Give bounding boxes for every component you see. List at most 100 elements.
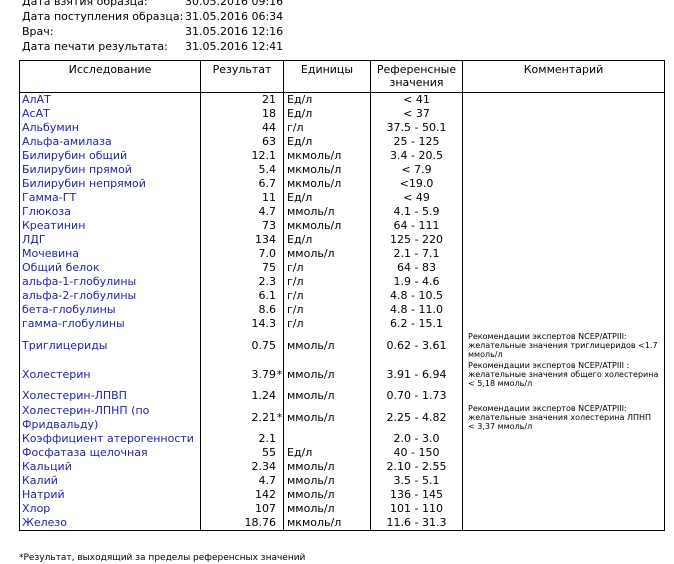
result-value: 6.1 <box>258 289 277 302</box>
result-value: 2.34 <box>251 460 277 473</box>
result-value: 7.0 <box>258 247 277 260</box>
reference: <19.0 <box>370 177 463 191</box>
reference: < 7.9 <box>370 163 463 177</box>
result-value: 5.4 <box>258 163 277 176</box>
result-value: 2.1 <box>258 432 277 445</box>
field-value: 31.05.2016 12:41 <box>185 40 284 53</box>
result-cell: 7.0 <box>200 247 284 261</box>
reference: 125 - 220 <box>370 233 463 247</box>
reference: 40 - 150 <box>370 446 463 460</box>
result-cell: 142 <box>200 488 284 502</box>
result-value: 6.7 <box>258 177 277 190</box>
units: Ед/л <box>283 92 371 107</box>
column-header: Референсные значения <box>370 60 463 93</box>
result-value: 4.7 <box>258 205 277 218</box>
reference: < 41 <box>370 92 463 107</box>
test-name: ЛДГ <box>19 233 201 247</box>
comment <box>462 516 665 531</box>
comment: Рекомендации экспертов NCEP/ATPIII: жела… <box>462 331 665 360</box>
result-cell: 12.1 <box>200 149 284 163</box>
result-row: Холестерин-ЛПВП 1.24 ммоль/л 0.70 - 1.73 <box>19 389 665 403</box>
reference: 25 - 125 <box>370 135 463 149</box>
header-row: Исследование Результат Единицы Референсные … <box>19 60 665 93</box>
units: ммоль/л <box>283 474 371 488</box>
comment <box>462 460 665 474</box>
units: Ед/л <box>283 135 371 149</box>
result-value: 0.75 <box>251 338 277 352</box>
reference: < 49 <box>370 191 463 205</box>
field-value: 31.05.2016 06:34 <box>185 10 284 23</box>
result-value: 14.3 <box>251 317 277 330</box>
test-name: Хлор <box>19 502 201 516</box>
test-name: Общий белок <box>19 261 201 275</box>
units: мкмоль/л <box>283 163 371 177</box>
units: ммоль/л <box>283 360 371 389</box>
result-value: 44 <box>262 121 276 134</box>
reference: 1.9 - 4.6 <box>370 275 463 289</box>
units: ммоль/л <box>283 205 371 219</box>
result-row: Креатинин 73 мкмоль/л 64 - 111 <box>19 219 665 233</box>
header-field: Дата взятия образца: 30.05.2016 09:16 <box>22 0 322 9</box>
result-value: 142 <box>255 488 276 501</box>
result-row: Мочевина 7.0 ммоль/л 2.1 - 7.1 <box>19 247 665 261</box>
units: ммоль/л <box>283 331 371 360</box>
result-row: Глюкоза 4.7 ммоль/л 4.1 - 5.9 <box>19 205 665 219</box>
field-label: Дата поступления образца: <box>22 10 184 23</box>
reference: 2.0 - 3.0 <box>370 432 463 446</box>
reference: < 37 <box>370 107 463 121</box>
header-field: Дата печати результата: 31.05.2016 12:41 <box>22 39 322 54</box>
test-name: Гамма-ГТ <box>19 191 201 205</box>
reference: 37.5 - 50.1 <box>370 121 463 135</box>
result-row: бета-глобулины 8.6 г/л 4.8 - 11.0 <box>19 303 665 317</box>
units: Ед/л <box>283 191 371 205</box>
units: мкмоль/л <box>283 149 371 163</box>
reference: 101 - 110 <box>370 502 463 516</box>
result-row: Общий белок 75 г/л 64 - 83 <box>19 261 665 275</box>
result-value: 2.21 <box>251 410 277 424</box>
comment <box>462 149 665 163</box>
test-name: Билирубин общий <box>19 149 201 163</box>
comment <box>462 191 665 205</box>
field-label: Дата печати результата: <box>22 40 168 53</box>
result-cell: 63 <box>200 135 284 149</box>
comment <box>462 488 665 502</box>
result-row: Коэффициент атерогенности 2.1 2.0 - 3.0 <box>19 432 665 446</box>
header: Дата взятия образца: 30.05.2016 09:16 Дата… <box>22 0 322 54</box>
test-name: бета-глобулины <box>19 303 201 317</box>
column-header: Комментарий <box>462 60 665 93</box>
reference: 2.1 - 7.1 <box>370 247 463 261</box>
result-row: АсАТ 18 Ед/л < 37 <box>19 107 665 121</box>
units: г/л <box>283 261 371 275</box>
test-name: Мочевина <box>19 247 201 261</box>
test-name: Холестерин-ЛПВП <box>19 389 201 403</box>
field-value: 30.05.2016 09:16 <box>185 0 284 8</box>
comment <box>462 135 665 149</box>
comment <box>462 502 665 516</box>
reference: 136 - 145 <box>370 488 463 502</box>
column-header: Единицы <box>283 60 371 93</box>
test-name: Триглицериды <box>19 331 201 360</box>
result-row: Калий 4.7 ммоль/л 3.5 - 5.1 <box>19 474 665 488</box>
comment <box>462 317 665 331</box>
result-row: Гамма-ГТ 11 Ед/л < 49 <box>19 191 665 205</box>
result-value: 63 <box>262 135 276 148</box>
units: г/л <box>283 303 371 317</box>
result-row: ЛДГ 134 Ед/л 125 - 220 <box>19 233 665 247</box>
flag: * <box>276 367 283 381</box>
result-row: Альбумин 44 г/л 37.5 - 50.1 <box>19 121 665 135</box>
test-name: Калий <box>19 474 201 488</box>
comment <box>462 205 665 219</box>
result-value: 21 <box>262 93 276 106</box>
column-header: Результат <box>200 60 284 93</box>
units: мкмоль/л <box>283 516 371 531</box>
units: Ед/л <box>283 233 371 247</box>
test-name: альфа-1-глобулины <box>19 275 201 289</box>
test-name: альфа-2-глобулины <box>19 289 201 303</box>
comment <box>462 389 665 403</box>
comment <box>462 303 665 317</box>
result-row: Билирубин непрямой 6.7 мкмоль/л <19.0 <box>19 177 665 191</box>
test-name: АсАТ <box>19 107 201 121</box>
result-cell: 4.7 <box>200 205 284 219</box>
field-label: Дата взятия образца: <box>22 0 148 8</box>
reference: 3.91 - 6.94 <box>370 360 463 389</box>
